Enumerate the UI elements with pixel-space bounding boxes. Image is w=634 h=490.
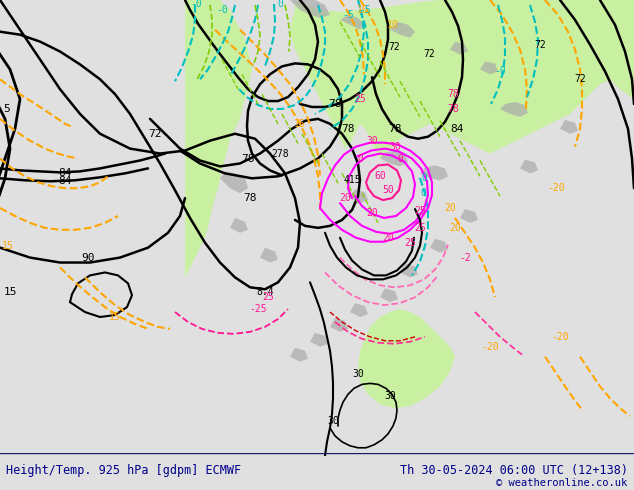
Polygon shape — [310, 333, 328, 347]
Text: 0: 0 — [357, 153, 363, 164]
Text: -25: -25 — [249, 304, 267, 314]
Text: 30: 30 — [352, 369, 364, 379]
Text: 10: 10 — [387, 20, 399, 30]
Text: -0: -0 — [494, 66, 506, 76]
Text: 78: 78 — [447, 89, 459, 99]
Text: 15: 15 — [294, 119, 306, 129]
Text: -2: -2 — [459, 252, 471, 263]
Polygon shape — [358, 309, 455, 408]
Text: 8.4: 8.4 — [256, 287, 274, 297]
Text: 20: 20 — [444, 203, 456, 213]
Polygon shape — [290, 348, 308, 362]
Text: Th 30-05-2024 06:00 UTC (12+138): Th 30-05-2024 06:00 UTC (12+138) — [399, 464, 628, 477]
Polygon shape — [220, 172, 248, 193]
Text: -5: -5 — [359, 5, 371, 15]
Polygon shape — [580, 35, 628, 70]
Text: 78: 78 — [447, 104, 459, 114]
Text: 0: 0 — [420, 188, 426, 198]
Polygon shape — [520, 160, 538, 173]
Text: 60: 60 — [374, 172, 386, 181]
Text: 84: 84 — [58, 176, 72, 186]
Polygon shape — [380, 288, 398, 302]
Text: 84: 84 — [450, 124, 463, 134]
Text: 25: 25 — [404, 238, 416, 248]
Text: 30: 30 — [389, 142, 401, 151]
Text: 72: 72 — [574, 74, 586, 84]
Polygon shape — [185, 0, 252, 277]
Polygon shape — [420, 166, 448, 180]
Text: Height/Temp. 925 hPa [gdpm] ECMWF: Height/Temp. 925 hPa [gdpm] ECMWF — [6, 464, 242, 477]
Polygon shape — [400, 264, 418, 277]
Polygon shape — [350, 303, 368, 317]
Text: 84: 84 — [58, 169, 72, 178]
Text: 90: 90 — [81, 252, 94, 263]
Polygon shape — [450, 42, 468, 54]
Polygon shape — [340, 15, 365, 30]
Polygon shape — [560, 120, 578, 134]
Text: 20: 20 — [366, 208, 378, 218]
Text: 20: 20 — [382, 233, 394, 243]
Text: 30: 30 — [366, 136, 378, 146]
Polygon shape — [350, 189, 368, 203]
Text: 278: 278 — [271, 148, 289, 159]
Text: 0: 0 — [397, 153, 403, 164]
Text: -0: -0 — [190, 0, 202, 9]
Polygon shape — [540, 0, 634, 45]
Polygon shape — [460, 209, 478, 223]
Text: -0: -0 — [216, 5, 228, 15]
Polygon shape — [390, 22, 415, 38]
Text: 30: 30 — [384, 391, 396, 401]
Text: 30: 30 — [327, 416, 339, 426]
Text: 0: 0 — [277, 0, 283, 9]
Text: 78: 78 — [243, 193, 257, 203]
Text: 15: 15 — [2, 241, 14, 251]
Text: -20: -20 — [547, 183, 565, 193]
Polygon shape — [330, 318, 348, 332]
Text: 15: 15 — [3, 287, 16, 297]
Text: 72: 72 — [148, 129, 162, 139]
Polygon shape — [230, 218, 248, 233]
Text: 72: 72 — [423, 49, 435, 59]
Text: -20: -20 — [481, 342, 499, 352]
Text: -0: -0 — [416, 173, 428, 183]
Text: 78: 78 — [341, 124, 355, 134]
Text: 20: 20 — [339, 193, 351, 203]
Polygon shape — [380, 150, 408, 167]
Text: 15: 15 — [109, 312, 121, 322]
Text: © weatheronline.co.uk: © weatheronline.co.uk — [496, 478, 628, 488]
Polygon shape — [430, 239, 448, 253]
Text: -20: -20 — [551, 332, 569, 342]
Text: 415: 415 — [343, 175, 361, 185]
Text: 25: 25 — [414, 206, 426, 216]
Text: 50: 50 — [382, 185, 394, 195]
Polygon shape — [500, 102, 528, 117]
Polygon shape — [480, 61, 498, 74]
Text: 78: 78 — [328, 99, 342, 109]
Text: 25: 25 — [414, 223, 426, 233]
Text: 5: 5 — [4, 104, 10, 114]
Text: 78: 78 — [242, 153, 255, 164]
Polygon shape — [290, 0, 330, 18]
Text: 10: 10 — [357, 5, 369, 15]
Text: -5: -5 — [342, 10, 354, 20]
Text: 25: 25 — [354, 94, 366, 104]
Polygon shape — [290, 0, 634, 158]
Text: 20: 20 — [449, 223, 461, 233]
Text: 25: 25 — [262, 292, 274, 302]
Text: 72: 72 — [534, 40, 546, 49]
Polygon shape — [260, 247, 278, 263]
Text: 72: 72 — [388, 42, 400, 51]
Text: 78: 78 — [388, 124, 402, 134]
